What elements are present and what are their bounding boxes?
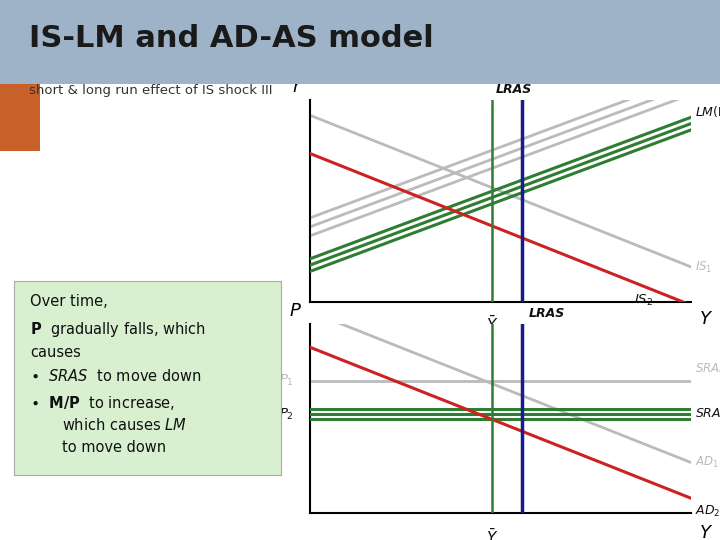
Text: $P_2$: $P_2$ <box>279 407 294 422</box>
Text: $AD_2$: $AD_2$ <box>695 504 720 519</box>
Text: to move down: to move down <box>63 440 166 455</box>
Text: $P_1$: $P_1$ <box>279 373 294 388</box>
Text: $LM(\mathbf{P_2})$: $LM(\mathbf{P_2})$ <box>695 105 720 121</box>
Text: LRAS: LRAS <box>496 83 532 96</box>
Text: $LM(P_1)$: $LM(P_1)$ <box>695 58 720 74</box>
Text: causes: causes <box>30 345 81 360</box>
Text: Over time,: Over time, <box>30 294 108 309</box>
Text: $Y$: $Y$ <box>699 524 713 540</box>
Text: $SRAS_1$: $SRAS_1$ <box>695 362 720 377</box>
Text: $Y$: $Y$ <box>699 310 713 328</box>
Text: $\bar{Y}$: $\bar{Y}$ <box>486 314 498 334</box>
Text: $IS_1$: $IS_1$ <box>695 259 712 274</box>
Text: $\bullet$  $\it{SRAS}$  to move down: $\bullet$ $\it{SRAS}$ to move down <box>30 368 202 384</box>
Text: $\bullet$  $\bf{M/P}$  to increase,: $\bullet$ $\bf{M/P}$ to increase, <box>30 394 175 411</box>
Text: $\bar{Y}$: $\bar{Y}$ <box>486 528 498 540</box>
Text: $AD_1$: $AD_1$ <box>695 455 719 470</box>
Text: $\bf{P}$  gradually falls, which: $\bf{P}$ gradually falls, which <box>30 320 206 339</box>
Text: $r$: $r$ <box>292 78 302 96</box>
Text: IS-LM and AD-AS model: IS-LM and AD-AS model <box>29 24 433 53</box>
Text: $P$: $P$ <box>289 302 302 320</box>
Text: $IS_2$: $IS_2$ <box>634 293 654 308</box>
Text: LRAS: LRAS <box>529 307 565 320</box>
Text: $SRAS_2$: $SRAS_2$ <box>695 407 720 422</box>
Text: which causes $\it{LM}$: which causes $\it{LM}$ <box>63 417 187 433</box>
Text: short & long run effect of IS shock III: short & long run effect of IS shock III <box>29 84 272 97</box>
